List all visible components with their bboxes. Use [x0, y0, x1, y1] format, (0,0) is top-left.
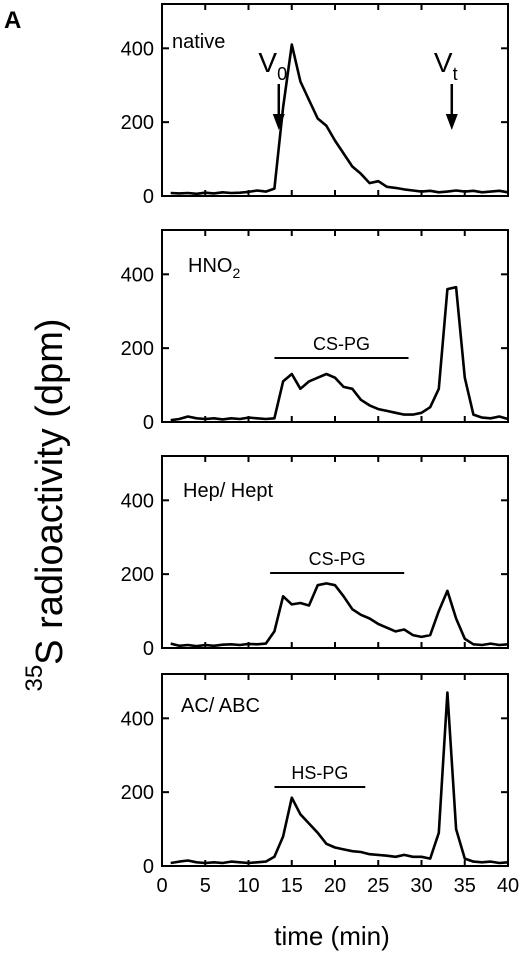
- panel-3: 0 200 400 Hep/ Hept CS-PG: [121, 455, 509, 660]
- y-tick-label: 400: [121, 708, 154, 730]
- series-line: [170, 691, 509, 865]
- series-line: [170, 43, 509, 196]
- y-tick-label: 200: [121, 782, 154, 804]
- volume-marker-label: V0: [258, 47, 287, 84]
- panel-label: Hep/ Hept: [183, 480, 273, 502]
- panel-label: HNO2: [188, 255, 240, 281]
- y-tick-label: 400: [121, 38, 154, 60]
- series-line: [170, 582, 509, 648]
- x-tick-label: 35: [454, 875, 476, 897]
- fraction-bar-label: CS-PG: [313, 334, 370, 354]
- x-axis-label: time (min): [274, 921, 390, 951]
- arrow-head-icon: [272, 114, 285, 130]
- y-axis-label-superscript: 35: [21, 665, 48, 692]
- y-tick-label: 200: [121, 338, 154, 360]
- y-tick-label: 0: [143, 638, 154, 660]
- x-tick-label: 30: [410, 875, 432, 897]
- panel-4: 0 200 400 0 5 10 15 20 25 30 35 40 AC/ ABC HS-PG: [121, 673, 519, 897]
- panel-label: AC/ ABC: [181, 695, 260, 717]
- panel-1: 0 200 400 native V0 Vt: [121, 3, 509, 208]
- x-tick-label: 10: [237, 875, 259, 897]
- fraction-bar-label: CS-PG: [309, 549, 366, 569]
- y-axis-label: 35S radioactivity (dpm): [21, 318, 71, 691]
- panel-2: 0 200 400 HNO2 CS-PG: [121, 229, 509, 434]
- y-tick-label: 0: [143, 856, 154, 878]
- y-tick-label: 400: [121, 490, 154, 512]
- x-tick-label: 15: [281, 875, 303, 897]
- series-line: [170, 285, 509, 422]
- x-tick-label: 25: [367, 875, 389, 897]
- x-tick-label: 40: [497, 875, 519, 897]
- arrow-head-icon: [445, 114, 458, 130]
- panel-letter: A: [4, 7, 21, 34]
- x-tick-label: 0: [156, 875, 167, 897]
- fraction-bar-label: HS-PG: [291, 763, 348, 783]
- volume-marker-label: Vt: [434, 47, 458, 84]
- panel-label: native: [172, 31, 225, 53]
- x-tick-label: 5: [200, 875, 211, 897]
- y-tick-label: 200: [121, 112, 154, 134]
- x-tick-label: 20: [324, 875, 346, 897]
- y-tick-label: 0: [143, 412, 154, 434]
- y-tick-label: 400: [121, 264, 154, 286]
- y-tick-label: 0: [143, 186, 154, 208]
- y-axis-label-main: S radioactivity (dpm): [29, 318, 71, 664]
- y-tick-label: 200: [121, 564, 154, 586]
